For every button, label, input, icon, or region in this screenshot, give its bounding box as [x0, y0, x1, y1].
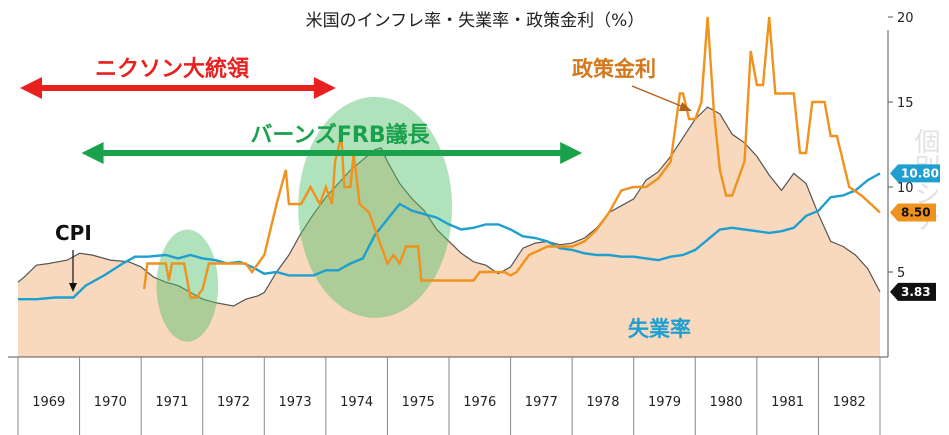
badge-unemployment-value: 10.80: [901, 166, 939, 180]
x-tick-label: 1978: [586, 395, 619, 410]
rate-pointer-head: [679, 102, 692, 111]
x-tick-label: 1982: [833, 395, 866, 410]
x-axis-ticks: 1969 1970 1971 1972 1973 1974 1975 1976 1977 1978…: [17, 357, 881, 435]
burns-arrow: [81, 142, 583, 164]
badge-rate: 8.50: [890, 203, 936, 222]
arrow-head-right: [313, 77, 336, 99]
y-tick-label: 20: [897, 11, 914, 26]
unemployment-label: 失業率: [628, 317, 691, 341]
policy-rate-line: [143, 16, 881, 299]
arrow-head-right: [560, 142, 583, 164]
badge-cpi: 3.83: [890, 282, 936, 301]
x-tick-label: 1981: [771, 395, 804, 410]
rate-pointer: [631, 85, 687, 109]
y-tick-label: 5: [897, 266, 905, 281]
badge-unemployment: 10.80: [890, 164, 940, 183]
cpi-pointer-head: [69, 283, 77, 292]
x-tick-label: 1972: [217, 395, 250, 410]
x-tick-label: 1975: [402, 395, 435, 410]
annotations: ニクソン大統領 バーンズFRB議長 CPI 政策金利 失業率: [20, 56, 692, 341]
x-tick-label: 1979: [648, 395, 681, 410]
y-tick-label: 15: [897, 96, 914, 111]
cpi-label: CPI: [55, 221, 92, 245]
arrow-head-left: [20, 77, 42, 99]
cpi-line: [17, 106, 881, 307]
unemployment-line: [18, 172, 881, 301]
nixon-arrow: [20, 77, 336, 99]
x-tick-label: 1977: [525, 395, 558, 410]
badge-rate-value: 8.50: [901, 206, 931, 220]
nixon-label: ニクソン大統領: [95, 56, 250, 82]
burns-label: バーンズFRB議長: [250, 122, 430, 148]
y-tick-label: 10: [897, 181, 914, 196]
x-tick-label: 1980: [710, 395, 743, 410]
x-tick-label: 1971: [155, 395, 188, 410]
value-badges: 10.80 8.50 3.83: [890, 164, 940, 301]
x-tick-label: 1970: [94, 395, 127, 410]
x-tick-label: 1976: [463, 395, 496, 410]
badge-cpi-value: 3.83: [901, 285, 931, 299]
arrow-head-left: [81, 142, 104, 164]
y-axis-ticks: 5 10 15 20: [888, 11, 914, 281]
rate-label: 政策金利: [572, 57, 656, 81]
x-tick-label: 1974: [340, 395, 373, 410]
chart-title: 米国のインフレ率・失業率・政策金利（%）: [306, 11, 645, 31]
x-tick-label: 1969: [32, 395, 65, 410]
x-tick-label: 1973: [279, 395, 312, 410]
